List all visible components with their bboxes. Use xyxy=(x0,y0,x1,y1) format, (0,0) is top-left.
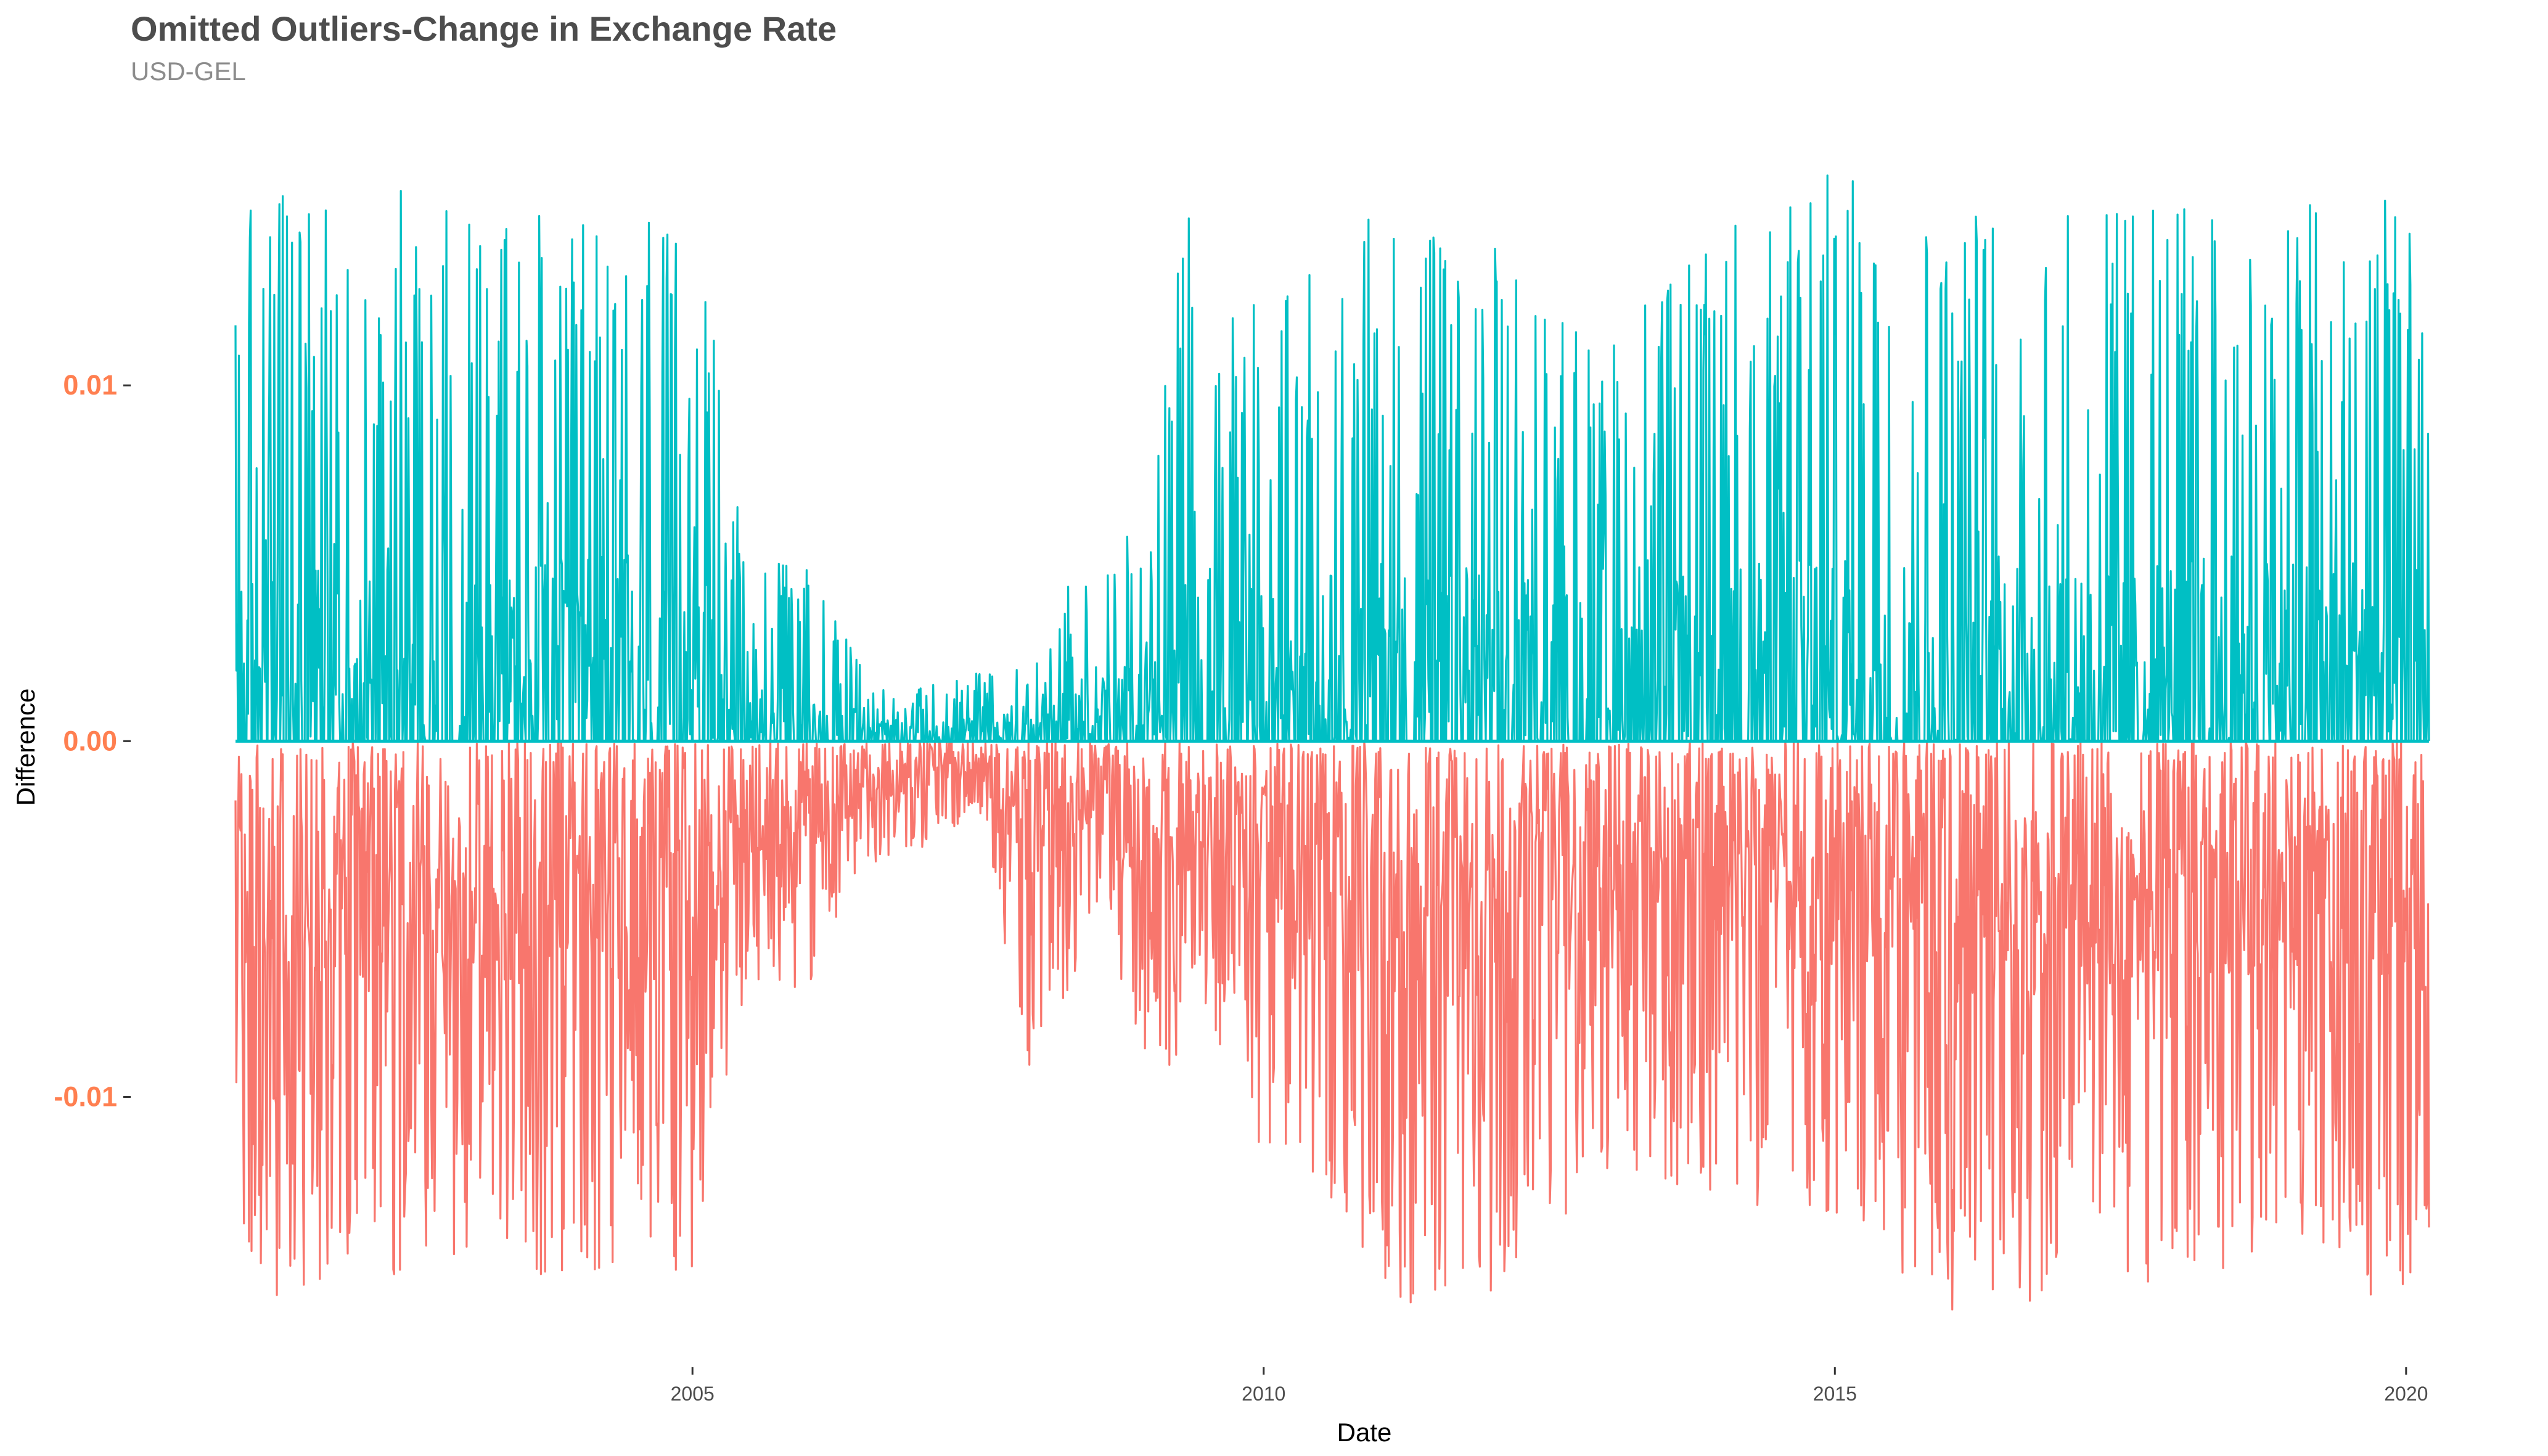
series-line-negative xyxy=(234,740,2430,1311)
y-tick-label: 0.01 xyxy=(63,369,117,401)
y-tick-label: 0.00 xyxy=(63,725,117,756)
chart-title: Omitted Outliers-Change in Exchange Rate xyxy=(131,9,837,48)
x-tick-label: 2015 xyxy=(1813,1383,1857,1405)
series-layer xyxy=(234,174,2430,1311)
y-tick-label: -0.01 xyxy=(54,1081,117,1113)
x-axis-title: Date xyxy=(1337,1418,1392,1447)
x-tick-label: 2020 xyxy=(2384,1383,2428,1405)
y-axis: 0.01 0.00 -0.01 xyxy=(54,369,131,1113)
series-line-positive xyxy=(234,174,2430,742)
x-axis: 2005 2010 2015 2020 xyxy=(671,1367,2428,1405)
x-tick-label: 2010 xyxy=(1242,1383,1285,1405)
y-axis-title: Difference xyxy=(11,689,40,806)
chart-subtitle: USD-GEL xyxy=(131,57,246,86)
x-tick-label: 2005 xyxy=(671,1383,715,1405)
